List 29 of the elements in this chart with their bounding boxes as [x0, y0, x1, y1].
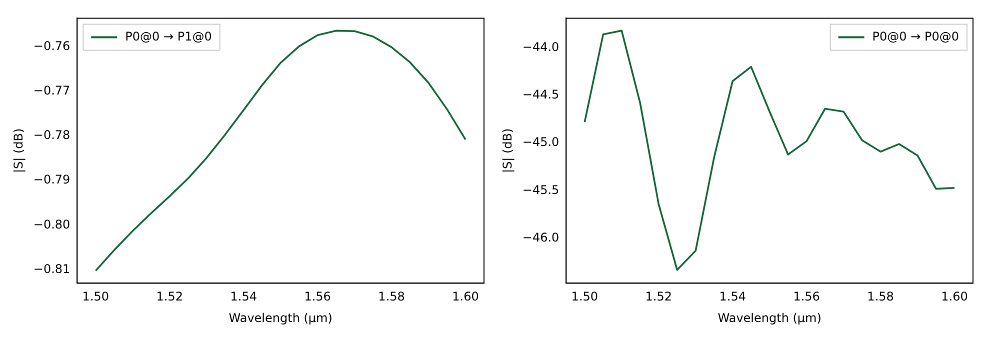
x-tick-label: 1.56	[793, 290, 820, 304]
x-tick-label: 1.60	[452, 290, 479, 304]
x-tick-label: 1.56	[304, 290, 331, 304]
x-axis-title: Wavelength (μm)	[718, 310, 822, 325]
x-axis-title: Wavelength (μm)	[228, 310, 332, 325]
y-tick-label: −46.0	[522, 230, 560, 245]
y-tick-label: −45.5	[522, 182, 560, 197]
y-tick-label: −44.0	[522, 40, 560, 54]
x-tick-label: 1.60	[941, 290, 968, 304]
y-tick-label: −0.79	[33, 172, 70, 187]
y-tick-label: −0.81	[33, 262, 70, 276]
x-tick-label: 1.52	[645, 290, 672, 304]
x-tick-label: 1.52	[156, 290, 183, 304]
y-tick-label: −45.0	[522, 135, 560, 150]
y-axis-title: |S| (dB)	[11, 128, 26, 174]
x-tick-label: 1.54	[230, 290, 257, 304]
x-tick-label: 1.50	[571, 290, 598, 304]
x-tick-label: 1.50	[82, 290, 110, 304]
y-tick-label: −0.78	[33, 128, 70, 142]
y-tick-label: −0.80	[33, 217, 70, 232]
x-tick-label: 1.58	[867, 290, 894, 304]
x-tick-label: 1.58	[378, 290, 405, 304]
y-tick-label: −44.5	[522, 88, 560, 102]
legend-label: P0@0 → P1@0	[125, 29, 212, 44]
y-tick-label: −0.76	[33, 38, 70, 53]
y-tick-label: −0.77	[33, 83, 70, 98]
y-axis-title: |S| (dB)	[500, 128, 514, 174]
x-tick-label: 1.54	[719, 290, 746, 304]
legend-label: P0@0 → P0@0	[872, 29, 960, 44]
